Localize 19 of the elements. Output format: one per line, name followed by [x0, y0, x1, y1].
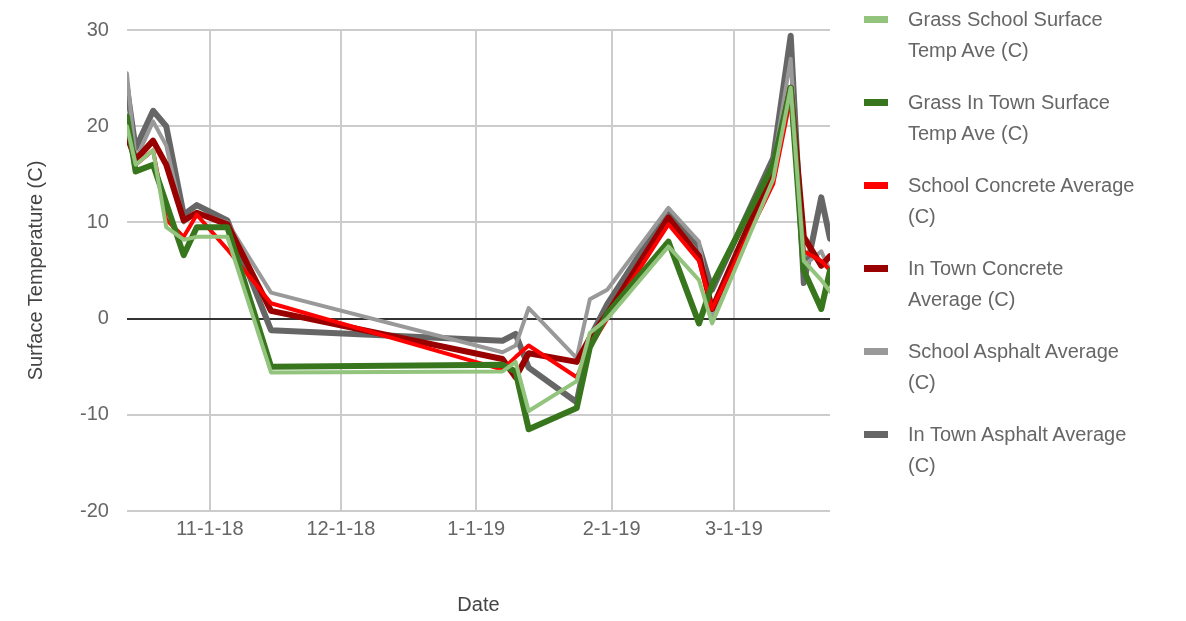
y-tick-label: -20: [80, 498, 109, 521]
legend-label: In Town Asphalt Average (C): [908, 422, 1128, 478]
y-axis-title: Surface Temperature (C): [23, 160, 46, 381]
y-tick-label: 0: [97, 306, 109, 329]
y-tick-label: 20: [86, 113, 109, 136]
legend-label: Grass School Surface Temp Ave (C): [908, 7, 1104, 63]
y-tick-label: 10: [86, 209, 109, 232]
y-tick-label: 30: [86, 17, 109, 40]
x-axis-title: Date: [457, 592, 500, 615]
x-tick-label: 2-1-19: [582, 516, 641, 539]
x-tick-label: 1-1-19: [447, 516, 506, 539]
x-tick-label: 11-1-18: [176, 516, 244, 539]
legend-label: In Town Concrete Average (C): [908, 256, 1065, 312]
y-tick-label: -10: [80, 402, 109, 425]
legend-label: School Asphalt Average (C): [908, 339, 1120, 395]
x-tick-label: 12-1-18: [306, 516, 376, 539]
x-tick-label: 3-1-19: [705, 516, 763, 539]
legend-label: Grass In Town Surface Temp Ave (C): [908, 90, 1111, 146]
legend-label: School Concrete Average (C): [908, 173, 1136, 229]
